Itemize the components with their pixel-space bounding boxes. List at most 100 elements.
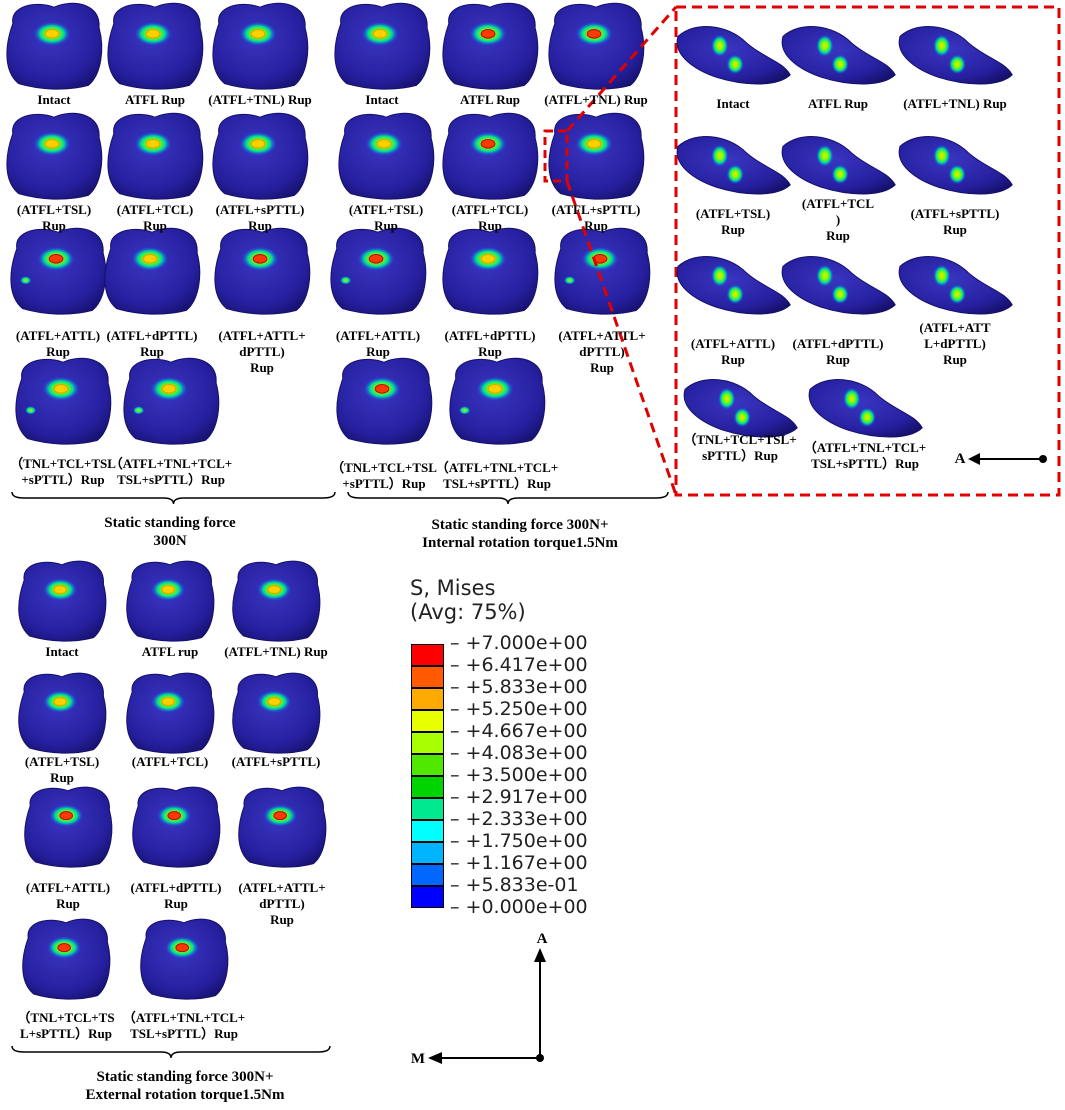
model-static-9 xyxy=(214,227,311,315)
model-label-external-11: （ATFL+TNL+TCL+ TSL+sPTTL）Rup xyxy=(122,1010,246,1041)
zoom-model-5 xyxy=(781,136,896,195)
model-label-internal-7: (ATFL+ATTL) Rup xyxy=(335,328,421,359)
legend-swatch-5 xyxy=(411,732,444,754)
model-internal-7 xyxy=(330,227,427,315)
axis-label-a: A xyxy=(536,931,548,947)
model-external-5 xyxy=(126,672,215,754)
zoom-model-4 xyxy=(676,136,791,195)
legend-tick-1: – +7.000e+00 xyxy=(450,632,588,654)
zoom-model-1 xyxy=(676,26,791,85)
brace-internal xyxy=(347,491,669,505)
zoom-label-7: (ATFL+ATTL) Rup xyxy=(690,336,776,367)
model-label-internal-3: (ATFL+TNL) Rup xyxy=(544,92,648,107)
legend-swatch-12 xyxy=(411,886,444,908)
zoom-arrow-a-origin xyxy=(1039,455,1047,463)
zoom-panel-frame xyxy=(674,5,1061,497)
model-external-3 xyxy=(232,560,321,642)
model-label-external-10: （TNL+TCL+TS L+sPTTL）Rup xyxy=(17,1010,115,1041)
model-label-internal-4: (ATFL+TSL) Rup xyxy=(348,202,424,233)
model-internal-2 xyxy=(442,2,539,90)
legend-tick-11: – +1.167e+00 xyxy=(450,852,588,874)
model-label-external-4: (ATFL+TSL) Rup xyxy=(24,754,100,785)
zoom-label-11: （ATFL+TNL+TCL+ TSL+sPTTL）Rup xyxy=(803,440,927,471)
model-external-10 xyxy=(22,918,111,1000)
model-label-internal-1: Intact xyxy=(365,92,399,107)
model-label-internal-8: (ATFL+dPTTL) Rup xyxy=(444,328,536,359)
model-internal-6 xyxy=(548,112,645,200)
model-internal-10 xyxy=(336,357,433,445)
model-label-internal-10: （TNL+TCL+TSL +sPTTL）Rup xyxy=(331,460,437,491)
legend-swatch-10 xyxy=(411,842,444,864)
model-external-4 xyxy=(18,672,107,754)
legend-swatch-6 xyxy=(411,754,444,776)
legend-swatch-7 xyxy=(411,776,444,798)
model-external-9 xyxy=(238,786,327,868)
model-external-1 xyxy=(18,560,107,642)
model-external-11 xyxy=(140,918,229,1000)
model-external-6 xyxy=(232,672,321,754)
model-internal-9 xyxy=(554,227,651,315)
zoom-model-3 xyxy=(898,26,1013,85)
legend-tick-8: – +2.917e+00 xyxy=(450,786,588,808)
zoom-connector-top xyxy=(565,6,678,132)
brace-label-internal: Static standing force 300N+ Internal rot… xyxy=(422,517,618,551)
model-label-internal-6: (ATFL+sPTTL) Rup xyxy=(551,202,641,233)
model-internal-3 xyxy=(548,2,645,90)
axis-label-m: M xyxy=(410,1051,426,1067)
legend-tick-7: – +3.500e+00 xyxy=(450,764,588,786)
zoom-source-box xyxy=(543,129,569,183)
legend-tick-5: – +4.667e+00 xyxy=(450,720,588,742)
model-static-5 xyxy=(107,112,204,200)
model-label-external-5: (ATFL+TCL) xyxy=(131,754,209,769)
zoom-label-2: ATFL Rup xyxy=(807,96,869,111)
model-static-7 xyxy=(10,227,107,315)
model-static-11 xyxy=(123,357,220,445)
model-label-external-6: (ATFL+sPTTL) xyxy=(231,754,321,769)
model-internal-4 xyxy=(338,112,435,200)
model-external-7 xyxy=(24,786,113,868)
zoom-model-2 xyxy=(781,26,896,85)
model-label-external-3: (ATFL+TNL) Rup xyxy=(224,644,328,659)
legend-swatch-1 xyxy=(411,644,444,666)
legend-tick-2: – +6.417e+00 xyxy=(450,654,588,676)
legend-swatch-3 xyxy=(411,688,444,710)
legend-tick-13: – +0.000e+00 xyxy=(450,896,588,918)
model-label-static-2: ATFL Rup xyxy=(124,92,186,107)
zoom-label-3: (ATFL+TNL) Rup xyxy=(903,96,1007,111)
zoom-model-7 xyxy=(676,256,791,315)
model-label-internal-9: (ATFL+ATTL+ dPTTL) Rup xyxy=(558,328,646,375)
legend-tick-9: – +2.333e+00 xyxy=(450,808,588,830)
model-label-static-1: Intact xyxy=(37,92,71,107)
model-label-static-11: （ATFL+TNL+TCL+ TSL+sPTTL）Rup xyxy=(109,456,233,487)
zoom-model-11 xyxy=(808,379,923,438)
legend-tick-12: – +5.833e-01 xyxy=(450,874,579,896)
axis-m-arrowhead xyxy=(428,1052,442,1064)
model-label-static-5: (ATFL+TCL) Rup xyxy=(116,202,194,233)
model-label-internal-11: （ATFL+TNL+TCL+ TSL+sPTTL）Rup xyxy=(435,460,559,491)
model-label-static-10: （TNL+TCL+TSL +sPTTL）Rup xyxy=(10,456,116,487)
zoom-label-8: (ATFL+dPTTL) Rup xyxy=(792,336,884,367)
zoom-model-6 xyxy=(898,136,1013,195)
model-label-static-7: (ATFL+ATTL) Rup xyxy=(15,328,101,359)
model-label-external-1: Intact xyxy=(45,644,79,659)
zoom-axis-label-a: A xyxy=(954,451,966,467)
legend-tick-10: – +1.750e+00 xyxy=(450,830,588,852)
zoom-label-5: (ATFL+TCL ) Rup xyxy=(801,196,875,243)
legend-tick-6: – +4.083e+00 xyxy=(450,742,588,764)
brace-static xyxy=(11,491,336,505)
model-label-static-9: (ATFL+ATTL+ dPTTL) Rup xyxy=(218,328,306,375)
model-static-8 xyxy=(104,227,201,315)
model-static-4 xyxy=(6,112,103,200)
legend-swatch-11 xyxy=(411,864,444,886)
model-static-10 xyxy=(15,357,112,445)
zoom-label-4: (ATFL+TSL) Rup xyxy=(695,206,771,237)
model-label-external-2: ATFL rup xyxy=(141,644,199,659)
axis-origin xyxy=(536,1054,544,1062)
legend-subtitle: (Avg: 75%) xyxy=(410,600,526,624)
model-label-external-7: (ATFL+ATTL) Rup xyxy=(25,880,111,911)
legend-tick-4: – +5.250e+00 xyxy=(450,698,588,720)
model-label-static-3: (ATFL+TNL) Rup xyxy=(208,92,312,107)
brace-external xyxy=(11,1045,331,1059)
zoom-label-1: Intact xyxy=(716,96,750,111)
